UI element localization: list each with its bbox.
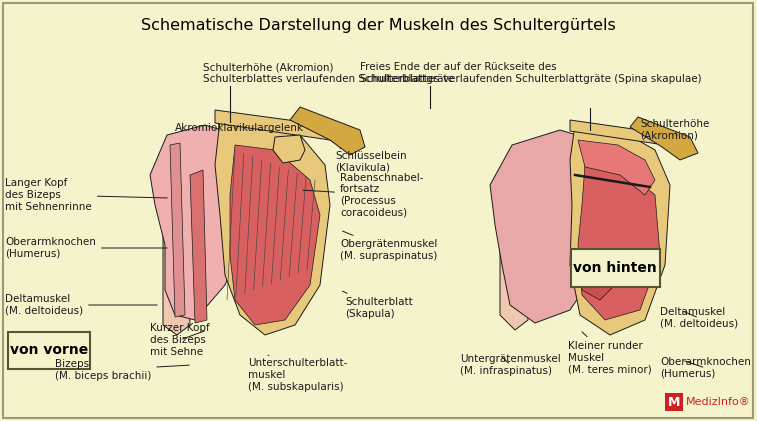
Text: Bizeps
(M. biceps brachii): Bizeps (M. biceps brachii) <box>55 359 189 381</box>
Text: Deltamuskel
(M. deltoideus): Deltamuskel (M. deltoideus) <box>5 294 157 316</box>
Polygon shape <box>490 130 630 323</box>
Polygon shape <box>630 117 698 160</box>
FancyBboxPatch shape <box>8 332 89 369</box>
Polygon shape <box>215 117 330 335</box>
Text: von hinten: von hinten <box>573 261 657 275</box>
Text: von vorne: von vorne <box>10 344 88 357</box>
Polygon shape <box>500 170 528 330</box>
Text: Schulterblattes verlaufenden Schulterblattgräte: Schulterblattes verlaufenden Schulterbla… <box>203 74 454 84</box>
Text: Schlüsselbein
(Klavikula): Schlüsselbein (Klavikula) <box>335 148 407 173</box>
Polygon shape <box>163 155 190 335</box>
FancyBboxPatch shape <box>571 250 659 287</box>
Text: Rabenschnabel-
fortsatz
(Processus
coracoideus): Rabenschnabel- fortsatz (Processus corac… <box>303 173 423 217</box>
Polygon shape <box>215 110 360 153</box>
Text: MedizInfo®: MedizInfo® <box>686 397 750 408</box>
Text: Schulterhöhe (Akromion): Schulterhöhe (Akromion) <box>203 62 334 72</box>
Polygon shape <box>273 135 305 163</box>
Text: Schulterblattes verlaufenden Schulterblattgräte (Spina skapulae): Schulterblattes verlaufenden Schulterbla… <box>360 74 702 84</box>
Polygon shape <box>578 165 660 320</box>
Text: Schematische Darstellung der Muskeln des Schultergürtels: Schematische Darstellung der Muskeln des… <box>141 18 615 33</box>
Polygon shape <box>580 250 615 300</box>
Text: Unterschulterblatt-
muskel
(M. subskapularis): Unterschulterblatt- muskel (M. subskapul… <box>248 355 347 392</box>
Polygon shape <box>190 170 207 323</box>
Polygon shape <box>170 143 185 317</box>
Text: Obergrätenmuskel
(M. supraspinatus): Obergrätenmuskel (M. supraspinatus) <box>340 231 438 261</box>
Text: Langer Kopf
des Bizeps
mit Sehnenrinne: Langer Kopf des Bizeps mit Sehnenrinne <box>5 179 167 212</box>
Text: Akromioklavikulargelenk: Akromioklavikulargelenk <box>175 123 304 133</box>
Text: Deltamuskel
(M. deltoideus): Deltamuskel (M. deltoideus) <box>660 307 738 329</box>
Polygon shape <box>290 107 365 155</box>
Text: M: M <box>668 396 680 409</box>
Text: Freies Ende der auf der Rückseite des: Freies Ende der auf der Rückseite des <box>360 62 556 72</box>
Text: Kurzer Kopf
des Bizeps
mit Sehne: Kurzer Kopf des Bizeps mit Sehne <box>150 323 210 357</box>
Text: Oberarmknochen
(Humerus): Oberarmknochen (Humerus) <box>660 357 751 379</box>
Polygon shape <box>570 120 690 158</box>
Polygon shape <box>578 140 655 195</box>
Polygon shape <box>230 145 320 325</box>
Text: Schulterblatt
(Skapula): Schulterblatt (Skapula) <box>342 291 413 319</box>
Text: Oberarmknochen
(Humerus): Oberarmknochen (Humerus) <box>5 237 167 259</box>
Text: Schulterhöhe
(Akromion): Schulterhöhe (Akromion) <box>640 119 709 141</box>
Text: Untergrätenmuskel
(M. infraspinatus): Untergrätenmuskel (M. infraspinatus) <box>460 354 561 376</box>
Polygon shape <box>570 125 670 335</box>
Text: Kleiner runder
Muskel
(M. teres minor): Kleiner runder Muskel (M. teres minor) <box>568 332 652 375</box>
Polygon shape <box>150 125 275 320</box>
